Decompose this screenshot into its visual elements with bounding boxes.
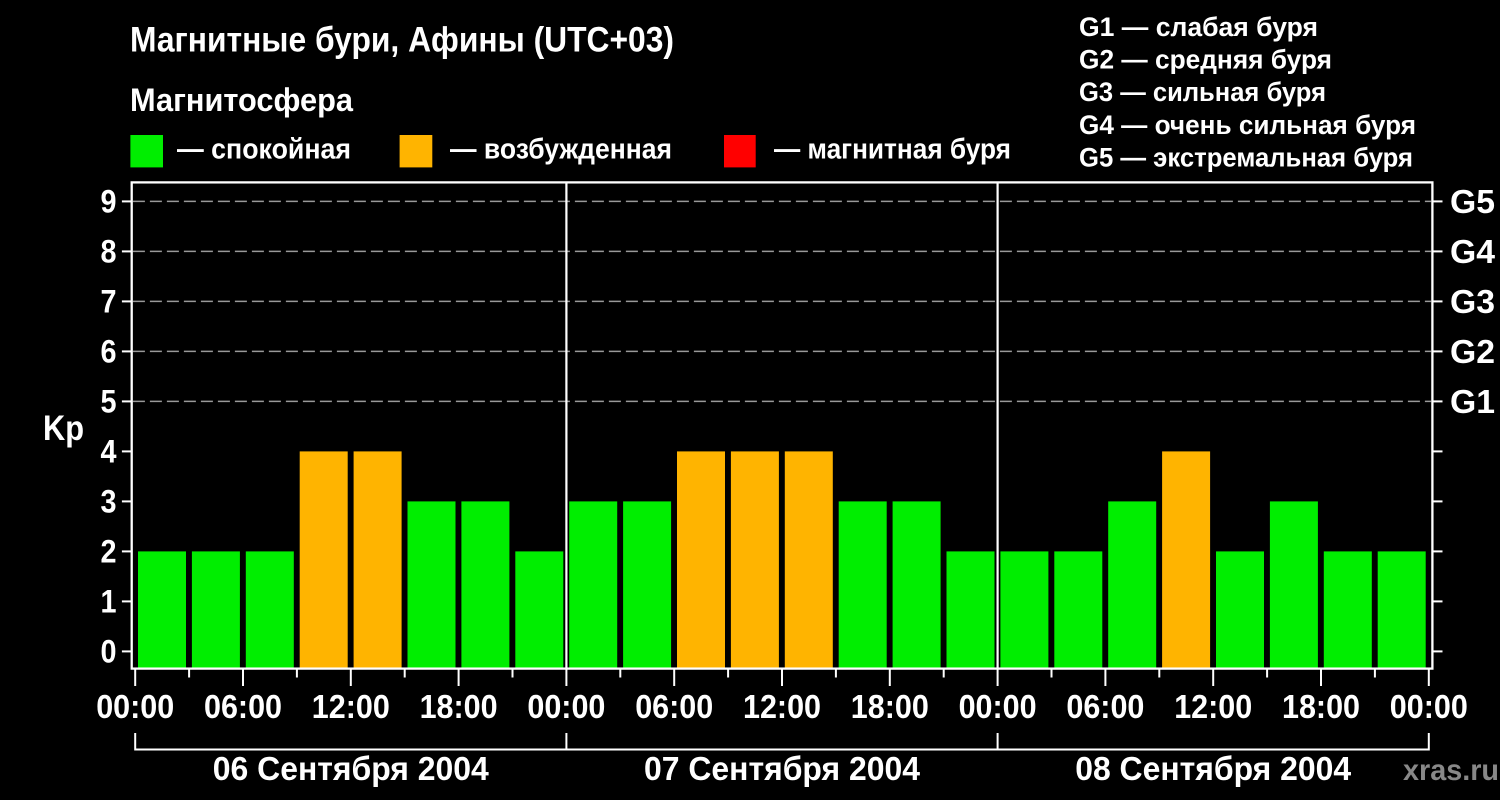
svg-text:G1 — слабая буря: G1 — слабая буря bbox=[1079, 12, 1318, 42]
svg-text:00:00: 00:00 bbox=[1390, 688, 1468, 725]
svg-text:4: 4 bbox=[101, 434, 117, 470]
svg-text:7: 7 bbox=[101, 284, 117, 320]
svg-text:2: 2 bbox=[101, 534, 117, 570]
svg-text:18:00: 18:00 bbox=[420, 688, 498, 725]
svg-text:0: 0 bbox=[101, 634, 117, 670]
svg-text:06:00: 06:00 bbox=[204, 688, 282, 725]
svg-text:G5: G5 bbox=[1450, 183, 1495, 220]
svg-text:G3 — сильная буря: G3 — сильная буря bbox=[1079, 77, 1326, 107]
svg-text:00:00: 00:00 bbox=[527, 688, 605, 725]
svg-text:12:00: 12:00 bbox=[743, 688, 821, 725]
svg-text:06:00: 06:00 bbox=[1066, 688, 1144, 725]
svg-text:9: 9 bbox=[101, 184, 117, 220]
svg-text:07 Сентября 2004: 07 Сентября 2004 bbox=[644, 750, 921, 787]
svg-text:G2: G2 bbox=[1450, 333, 1495, 370]
svg-text:G3: G3 bbox=[1450, 283, 1495, 320]
svg-text:00:00: 00:00 bbox=[959, 688, 1037, 725]
svg-text:12:00: 12:00 bbox=[312, 688, 390, 725]
svg-text:— магнитная буря: — магнитная буря bbox=[774, 134, 1011, 166]
svg-text:— спокойная: — спокойная bbox=[177, 134, 351, 166]
svg-text:6: 6 bbox=[101, 334, 117, 370]
svg-text:G4: G4 bbox=[1450, 233, 1496, 270]
svg-text:3: 3 bbox=[101, 484, 117, 520]
svg-text:18:00: 18:00 bbox=[851, 688, 929, 725]
svg-text:G5 — экстремальная буря: G5 — экстремальная буря bbox=[1079, 142, 1413, 172]
svg-text:06:00: 06:00 bbox=[635, 688, 713, 725]
svg-text:G1: G1 bbox=[1450, 383, 1495, 420]
svg-text:06 Сентября 2004: 06 Сентября 2004 bbox=[213, 750, 490, 787]
svg-text:G4 — очень сильная буря: G4 — очень сильная буря bbox=[1079, 110, 1416, 140]
svg-text:00:00: 00:00 bbox=[96, 688, 174, 725]
svg-text:8: 8 bbox=[101, 234, 117, 270]
svg-text:12:00: 12:00 bbox=[1174, 688, 1252, 725]
svg-text:Kp: Kp bbox=[43, 409, 84, 448]
svg-text:08 Сентября 2004: 08 Сентября 2004 bbox=[1075, 750, 1352, 787]
svg-text:1: 1 bbox=[101, 584, 117, 620]
svg-text:5: 5 bbox=[101, 384, 117, 420]
svg-text:— возбужденная: — возбужденная bbox=[450, 134, 672, 166]
svg-text:Магнитные бури, Афины (UTC+03): Магнитные бури, Афины (UTC+03) bbox=[130, 20, 674, 59]
svg-text:Магнитосфера: Магнитосфера bbox=[130, 82, 353, 118]
svg-text:G2 — средняя буря: G2 — средняя буря bbox=[1079, 45, 1332, 75]
svg-text:18:00: 18:00 bbox=[1282, 688, 1360, 725]
svg-text:xras.ru: xras.ru bbox=[1403, 754, 1499, 787]
